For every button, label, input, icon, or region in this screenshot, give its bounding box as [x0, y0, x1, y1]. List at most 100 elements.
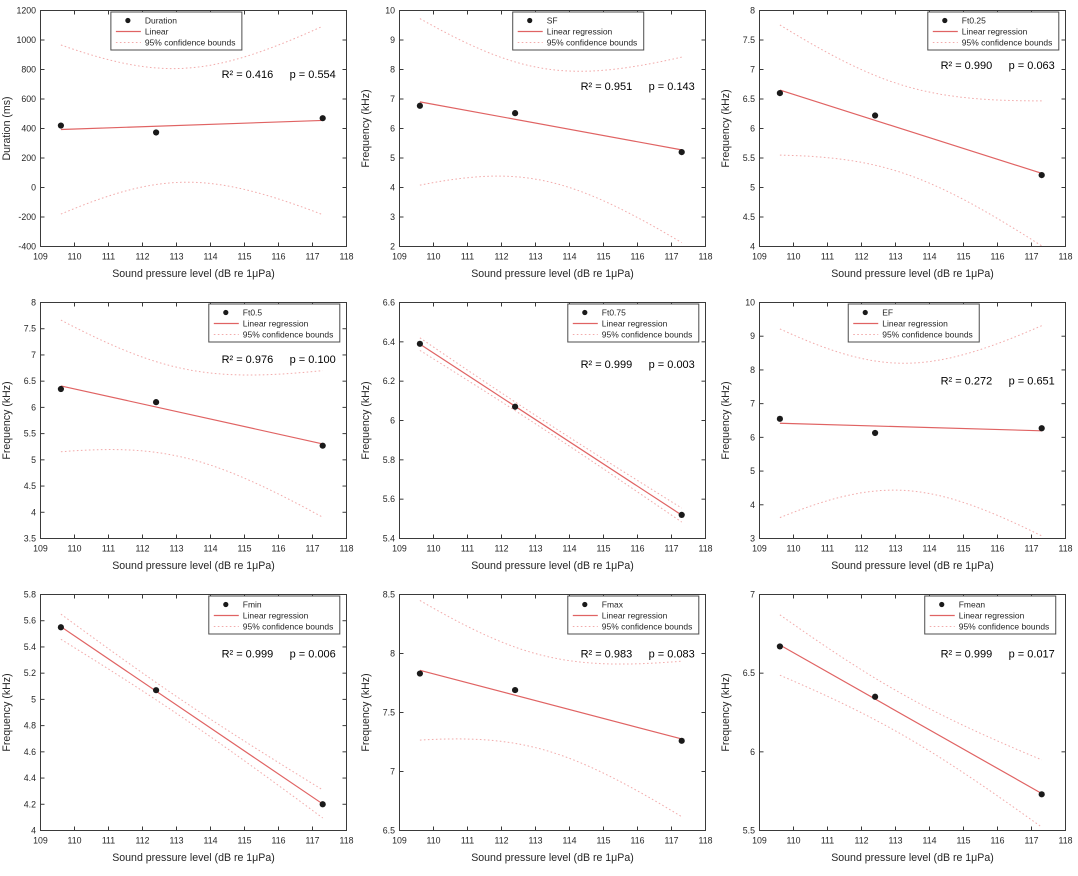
y-tick-label: 7	[750, 65, 755, 75]
x-tick-label: 112	[495, 835, 509, 845]
y-axis-label: Frequency (kHz)	[720, 89, 732, 167]
ci-upper-bound	[779, 614, 1042, 761]
y-tick-label: 5.6	[383, 494, 395, 504]
regression-line	[420, 101, 683, 151]
y-axis-label: Frequency (kHz)	[360, 673, 372, 751]
x-tick-label: 111	[820, 543, 833, 553]
y-tick-label: 4.6	[24, 747, 36, 757]
y-tick-label: 8	[390, 65, 395, 75]
x-tick-label: 115	[597, 835, 611, 845]
x-tick-label: 114	[922, 251, 936, 261]
x-tick-label: 110	[786, 251, 800, 261]
x-tick-label: 110	[427, 835, 441, 845]
legend-marker-icon	[862, 309, 868, 316]
x-axis-label: Sound pressure level (dB re 1μPa)	[472, 268, 635, 280]
y-tick-label: 5.8	[24, 590, 36, 600]
x-tick-label: 111	[820, 835, 833, 845]
x-tick-label: 112	[495, 251, 509, 261]
data-point	[152, 129, 160, 136]
y-tick-label: 8	[31, 298, 36, 308]
subplot-ft05: 109 110 111 112 113 114 115 116 117 118 3.5 4 4.5 5 5.…	[0, 292, 359, 584]
y-tick-label: 5.8	[383, 455, 395, 465]
y-tick-label: 400	[21, 124, 36, 134]
chart-canvas-fmax: 109 110 111 112 113 114 115 116 117 118 6.5 7 7.5 8 8.…	[360, 590, 713, 864]
legend-label-fit: Linear regression	[961, 27, 1027, 37]
legend-label-series: SF	[547, 16, 558, 26]
x-tick-label: 118	[339, 835, 353, 845]
y-tick-label: -400	[18, 241, 36, 251]
x-tick-label: 116	[271, 543, 285, 553]
ci-lower-bound	[779, 489, 1042, 537]
data-point	[319, 442, 326, 449]
x-tick-label: 114	[203, 835, 217, 845]
data-point	[776, 643, 783, 650]
x-tick-label: 117	[305, 835, 319, 845]
ci-upper-bound	[60, 319, 323, 376]
regression-line	[779, 644, 1042, 795]
chart-canvas-duration: 109 110 111 112 113 114 115 116 117 118 -400 -200 0 2…	[1, 6, 354, 280]
data-point	[152, 399, 160, 406]
y-tick-label: 8	[750, 6, 755, 16]
r2-p-annotation: R² = 0.999 p = 0.006	[222, 649, 336, 661]
plot-area: 109 110 111 112 113 114 115 116 117 118 -400 -200 0 2…	[1, 6, 354, 280]
data-point	[512, 403, 519, 410]
data-point	[319, 115, 326, 122]
x-axis-label: Sound pressure level (dB re 1μPa)	[112, 560, 275, 572]
axes-box	[758, 594, 1066, 831]
x-tick-label: 112	[135, 835, 149, 845]
legend-label-fit: Linear regression	[243, 319, 309, 329]
y-tick-label: 7	[390, 766, 395, 776]
x-tick-label: 111	[820, 251, 833, 261]
x-tick-label: 109	[752, 835, 767, 845]
y-tick-label: 5	[31, 694, 36, 704]
legend-label-fit: Linear regression	[243, 611, 309, 621]
x-tick-label: 109	[33, 835, 48, 845]
y-tick-label: 1200	[16, 6, 36, 16]
x-tick-label: 116	[271, 251, 285, 261]
data-point	[512, 110, 519, 117]
y-tick-label: 9	[390, 35, 395, 45]
y-tick-label: 4	[390, 182, 395, 192]
x-tick-label: 115	[956, 251, 970, 261]
y-tick-label: 6	[750, 432, 755, 442]
y-tick-label: 6.6	[383, 298, 395, 308]
x-tick-label: 117	[665, 835, 679, 845]
x-tick-label: 115	[956, 543, 970, 553]
y-axis-label: Duration (ms)	[1, 96, 13, 160]
ci-upper-bound	[419, 18, 683, 72]
y-tick-label: 3	[750, 533, 755, 543]
legend-label-bounds: 95% confidence bounds	[602, 622, 693, 632]
x-tick-label: 116	[631, 543, 645, 553]
y-tick-label: 10	[386, 6, 396, 16]
y-tick-label: 5	[31, 455, 36, 465]
x-tick-label: 112	[135, 251, 149, 261]
y-tick-label: 4	[750, 500, 755, 510]
x-tick-label: 118	[699, 835, 713, 845]
legend-label-series: Fmax	[602, 600, 624, 610]
x-tick-label: 114	[203, 543, 217, 553]
legend-label-bounds: 95% confidence bounds	[243, 330, 334, 340]
plot-area: 109 110 111 112 113 114 115 116 117 118 5.4 5.6 5.8 6…	[360, 298, 713, 572]
x-tick-label: 118	[339, 543, 353, 553]
legend-label-bounds: 95% confidence bounds	[882, 330, 973, 340]
x-tick-label: 112	[854, 543, 868, 553]
axes-box	[758, 302, 1066, 539]
x-tick-label: 110	[786, 543, 800, 553]
x-tick-label: 115	[956, 835, 970, 845]
x-tick-label: 116	[990, 835, 1004, 845]
x-tick-label: 114	[922, 543, 936, 553]
legend-label-fit: Linear	[145, 27, 169, 37]
x-tick-label: 114	[563, 251, 577, 261]
subplot-fmean: 109 110 111 112 113 114 115 116 117 118 5.5 6 6.5 7 So…	[719, 584, 1078, 876]
legend-label-series: Fmin	[243, 600, 262, 610]
x-tick-label: 110	[427, 543, 441, 553]
x-tick-label: 116	[631, 251, 645, 261]
r2-p-annotation: R² = 0.983 p = 0.083	[581, 649, 695, 661]
subplot-ft025: 109 110 111 112 113 114 115 116 117 118 4 4.5 5 5.5 6 6…	[719, 0, 1078, 292]
x-tick-label: 114	[563, 835, 577, 845]
x-tick-label: 110	[67, 251, 81, 261]
plot-area: 109 110 111 112 113 114 115 116 117 118 2 3 4 5 6 7 8 9 10…	[360, 6, 713, 280]
y-tick-label: 200	[21, 153, 36, 163]
y-tick-label: 7	[31, 350, 36, 360]
